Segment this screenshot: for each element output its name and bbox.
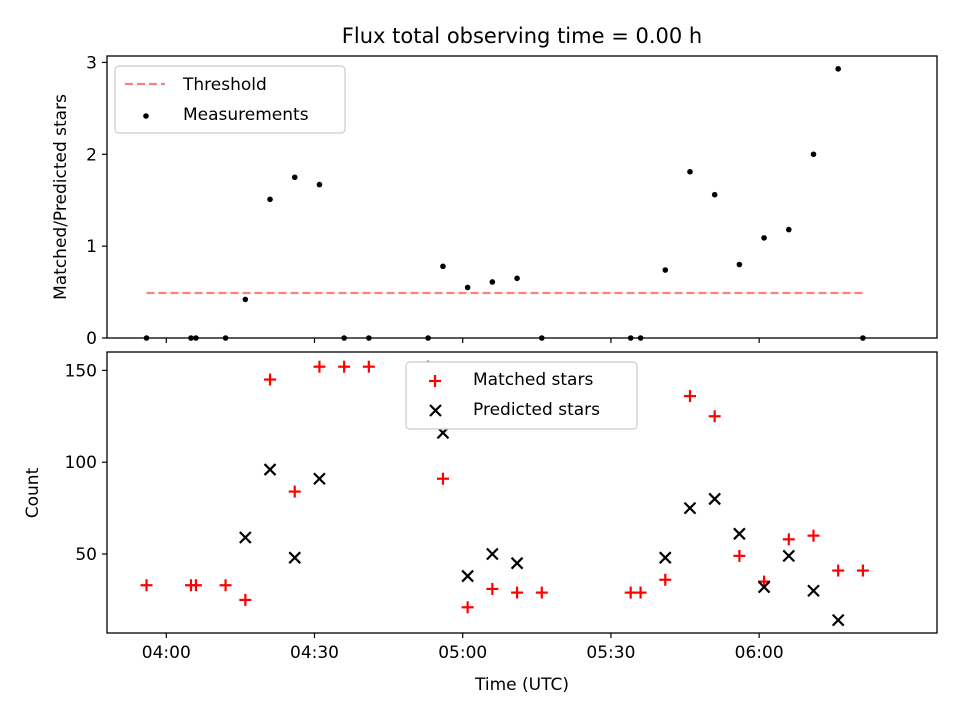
predicted-star-point bbox=[708, 492, 721, 506]
measurement-point bbox=[316, 181, 323, 188]
matched-star-point bbox=[782, 533, 795, 546]
legend-predicted-label: Predicted stars bbox=[473, 400, 600, 420]
predicted-star-point bbox=[658, 551, 672, 564]
bottom-x-tick-label: 05:00 bbox=[438, 643, 487, 663]
matched-star-point bbox=[683, 390, 696, 403]
bottom-y-tick-label: 100 bbox=[65, 453, 97, 473]
measurements-legend-marker-icon bbox=[143, 113, 149, 119]
x-axis-label: Time (UTC) bbox=[474, 675, 569, 695]
predicted-star-point bbox=[757, 580, 771, 594]
predicted-star-point bbox=[733, 527, 746, 541]
matched-legend-plus-icon bbox=[429, 375, 441, 387]
predicted-star-point bbox=[782, 549, 796, 563]
matched-star-point bbox=[436, 472, 449, 485]
measurement-point bbox=[242, 296, 249, 303]
measurement-point bbox=[687, 168, 693, 175]
top-y-tick-label: 3 bbox=[86, 53, 97, 73]
measurement-point bbox=[489, 279, 496, 285]
matched-star-point bbox=[856, 564, 869, 577]
legend-threshold-label: Threshold bbox=[182, 75, 267, 95]
predicted-star-point bbox=[263, 463, 277, 476]
bottom-y-axis-label: Count bbox=[23, 467, 43, 518]
bottom-y-tick-label: 50 bbox=[75, 545, 97, 565]
predicted-star-point bbox=[288, 551, 302, 564]
measurement-point bbox=[711, 191, 718, 198]
legend-measurements-label: Measurements bbox=[183, 105, 309, 125]
matched-star-point bbox=[362, 360, 375, 373]
matched-star-point bbox=[219, 579, 232, 592]
measurement-point bbox=[440, 263, 446, 270]
top-plot-area bbox=[143, 66, 866, 341]
bottom-legend: Matched stars Predicted stars bbox=[405, 361, 638, 430]
top-y-tick-label: 1 bbox=[86, 237, 97, 257]
measurement-point bbox=[810, 151, 817, 158]
top-y-tick-label: 0 bbox=[86, 329, 97, 349]
predicted-star-point bbox=[313, 472, 326, 486]
top-panel: Flux total observing time = 0.00 h Match… bbox=[51, 24, 938, 341]
top-y-tick-label: 2 bbox=[86, 145, 97, 165]
measurement-point bbox=[835, 66, 841, 72]
legend-matched-label: Matched stars bbox=[473, 370, 593, 390]
matched-star-point bbox=[313, 360, 326, 373]
measurement-point bbox=[662, 267, 669, 273]
predicted-star-point bbox=[461, 569, 474, 583]
matched-star-point bbox=[511, 586, 524, 599]
measurement-point bbox=[267, 196, 273, 203]
predicted-legend-x-icon bbox=[429, 404, 442, 417]
matched-star-point bbox=[140, 579, 153, 592]
predicted-star-point bbox=[486, 547, 499, 561]
top-y-axis-label: Matched/Predicted stars bbox=[51, 94, 71, 300]
predicted-star-point bbox=[807, 584, 820, 598]
matched-star-point bbox=[288, 485, 301, 498]
measurement-point bbox=[761, 235, 767, 241]
predicted-star-point bbox=[831, 613, 845, 627]
bottom-y-tick-label: 150 bbox=[65, 361, 97, 381]
matched-star-point bbox=[189, 579, 202, 592]
matched-star-point bbox=[239, 593, 252, 606]
matched-star-point bbox=[461, 601, 474, 614]
bottom-plot-frame bbox=[106, 351, 938, 634]
measurement-point bbox=[785, 226, 792, 233]
matched-star-point bbox=[338, 360, 351, 373]
top-plot-frame bbox=[106, 55, 938, 339]
matched-star-point bbox=[535, 586, 548, 599]
matched-star-point bbox=[486, 582, 499, 595]
measurement-point bbox=[291, 174, 298, 181]
matched-star-point bbox=[634, 586, 647, 599]
bottom-x-tick-label: 05:30 bbox=[586, 643, 635, 663]
chart-title: Flux total observing time = 0.00 h bbox=[342, 24, 702, 48]
measurement-point bbox=[736, 261, 743, 268]
predicted-star-point bbox=[239, 531, 252, 544]
matched-star-point bbox=[807, 529, 820, 542]
bottom-x-tick-label: 04:00 bbox=[142, 643, 191, 663]
matched-star-point bbox=[708, 410, 721, 423]
matched-star-point bbox=[733, 549, 746, 562]
top-legend-box bbox=[114, 65, 346, 134]
measurement-point bbox=[464, 284, 471, 291]
predicted-star-point bbox=[683, 501, 697, 515]
matched-star-point bbox=[832, 564, 845, 577]
matched-star-point bbox=[264, 373, 277, 386]
bottom-x-tick-label: 06:00 bbox=[735, 643, 784, 663]
matched-star-point bbox=[659, 573, 672, 586]
predicted-star-point bbox=[510, 556, 524, 570]
top-legend: Threshold Measurements bbox=[114, 65, 346, 134]
measurement-point bbox=[514, 275, 520, 282]
bottom-x-tick-label: 04:30 bbox=[290, 643, 339, 663]
bottom-legend-box bbox=[405, 361, 638, 430]
